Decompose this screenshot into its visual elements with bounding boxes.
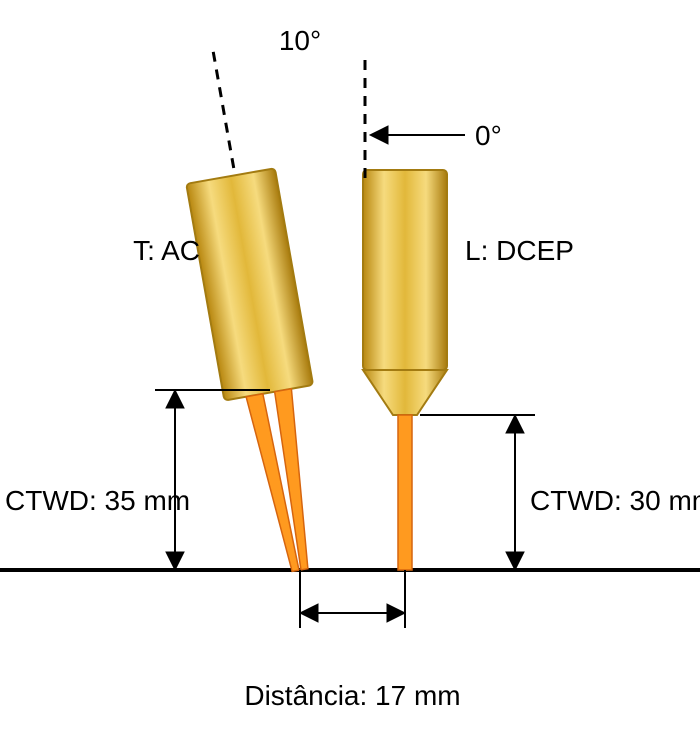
welding-torch-diagram: 10° 0° T: AC L: DCEP CTWD: 35 mm CTWD: 3… (0, 0, 700, 752)
ctwd-leading-dimension (420, 415, 535, 570)
angle-ref-tilted (213, 52, 234, 170)
ctwd-leading-label: CTWD: 30 mm (530, 485, 700, 516)
leading-torch-tip (363, 370, 447, 415)
trailing-torch (186, 168, 344, 578)
trailing-torch-body (186, 168, 313, 400)
distance-label: Distância: 17 mm (244, 680, 460, 711)
leading-torch-label: L: DCEP (465, 235, 574, 266)
leading-torch (363, 170, 447, 570)
trailing-torch-label: T: AC (133, 235, 200, 266)
leading-wire (398, 415, 412, 570)
vertical-angle-label: 0° (475, 120, 502, 151)
leading-torch-body (363, 170, 447, 370)
gap-dimension (300, 570, 405, 628)
tilted-angle-label: 10° (279, 25, 321, 56)
ctwd-trailing-label: CTWD: 35 mm (5, 485, 190, 516)
zero-deg-arrow (370, 126, 465, 144)
